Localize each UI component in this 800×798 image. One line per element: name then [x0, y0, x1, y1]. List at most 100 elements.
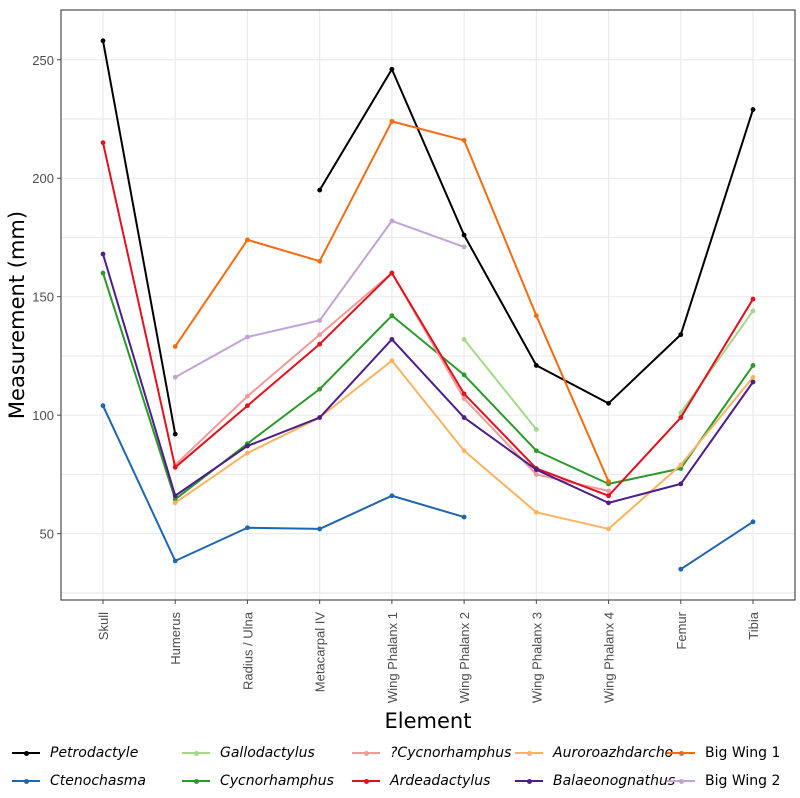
data-point: [389, 313, 395, 319]
data-point: [172, 374, 178, 380]
plot-frame: [60, 9, 796, 601]
data-point: [606, 479, 611, 484]
data-point: [678, 481, 684, 487]
series-cycnorhamphus: [100, 270, 756, 502]
x-tick-label: Femur: [674, 611, 689, 649]
data-point: [606, 488, 611, 494]
data-point: [100, 403, 106, 409]
y-tick-label: 250: [32, 53, 54, 68]
legend-item: Gallodactylus: [182, 742, 315, 764]
data-point: [317, 318, 323, 323]
data-point: [100, 251, 106, 257]
data-point: [533, 509, 539, 515]
legend-swatch: [182, 750, 210, 756]
data-point: [172, 464, 178, 470]
legend-swatch: [12, 778, 40, 784]
data-point: [172, 500, 178, 506]
data-point: [750, 296, 756, 302]
data-point: [389, 118, 395, 124]
data-point: [172, 344, 178, 349]
legend-swatch: [515, 750, 543, 756]
data-point: [750, 519, 756, 525]
data-point: [750, 363, 756, 368]
x-tick-label: Humerus: [168, 612, 183, 665]
data-point: [533, 313, 539, 319]
data-point: [317, 332, 323, 338]
data-point: [389, 66, 395, 72]
legend-swatch: [182, 778, 210, 784]
x-tick-label: Wing Phalanx 2: [457, 612, 472, 703]
data-point: [317, 258, 323, 264]
data-point: [533, 426, 539, 432]
data-point: [317, 415, 323, 420]
y-tick-label: 200: [32, 171, 54, 186]
data-point: [245, 237, 250, 243]
data-point: [750, 107, 756, 112]
data-point: [461, 372, 467, 378]
data-point: [750, 374, 756, 380]
data-point: [606, 493, 611, 499]
x-axis-title: Element: [385, 709, 472, 733]
legend-item: ?Cycnorhamphus: [352, 742, 511, 764]
legend-item: Balaeonognathus: [515, 770, 675, 792]
data-point: [389, 493, 395, 499]
grid-lines: [61, 10, 795, 600]
series-line: [102, 253, 754, 504]
data-point: [172, 558, 178, 564]
data-point: [606, 526, 611, 532]
data-point: [245, 403, 250, 409]
data-point: [606, 400, 611, 406]
series-line: [680, 520, 754, 571]
data-point: [750, 379, 756, 385]
series-big-wing-2: [172, 218, 467, 380]
legend-item: Petrodactyle: [12, 742, 138, 764]
data-point: [245, 525, 250, 531]
series-ctenochasma: [100, 403, 756, 572]
legend-item: Cycnorhamphus: [182, 770, 334, 792]
legend-item: Ctenochasma: [12, 770, 146, 792]
data-point: [389, 358, 395, 364]
data-point: [606, 500, 611, 506]
y-axis-title: Measurement (mm): [5, 211, 29, 419]
data-point: [100, 140, 106, 146]
data-point: [461, 415, 467, 420]
data-point: [389, 336, 395, 342]
data-point: [172, 493, 178, 499]
x-tick-label: Wing Phalanx 3: [529, 612, 544, 703]
y-tick-label: 100: [32, 408, 54, 423]
data-point: [750, 308, 756, 314]
data-point: [100, 38, 106, 44]
series-line: [463, 338, 538, 431]
legend-swatch: [352, 778, 380, 784]
legend-item: Ardeadactylus: [352, 770, 490, 792]
data-point: [461, 244, 467, 250]
data-point: [533, 448, 539, 454]
data-point: [461, 448, 467, 454]
legend-swatch: [667, 778, 695, 784]
legend-swatch: [515, 778, 543, 784]
legend-label: Big Wing 1: [705, 745, 781, 761]
series-balaeonognathus: [100, 251, 756, 506]
legend-swatch: [352, 750, 380, 756]
data-point: [461, 396, 467, 401]
data-point: [389, 270, 395, 276]
data-point: [245, 443, 250, 449]
series-petrodactyle: [100, 38, 756, 437]
legend-label: Big Wing 2: [705, 773, 781, 789]
line-chart: 50 100 150 200 250 Skull Humerus Radius / Ulna…: [5, 9, 796, 733]
data-point: [678, 332, 684, 338]
legend-swatch: [667, 750, 695, 756]
data-point: [461, 391, 467, 397]
series-line: [679, 310, 754, 414]
data-point: [461, 336, 467, 342]
data-point: [678, 566, 684, 572]
x-tick-label: Wing Phalanx 1: [385, 612, 400, 703]
data-point: [533, 467, 539, 473]
series-line: [102, 142, 754, 497]
legend: Petrodactyle Ctenochasma Gallodactylus Cycn…: [0, 738, 800, 798]
legend-label: Petrodactyle: [50, 745, 139, 761]
x-axis: Skull Humerus Radius / Ulna Metacarpal IV Wi…: [96, 600, 761, 703]
data-point: [245, 450, 250, 456]
data-point: [533, 363, 539, 368]
series-ardeadactylus: [100, 140, 756, 499]
